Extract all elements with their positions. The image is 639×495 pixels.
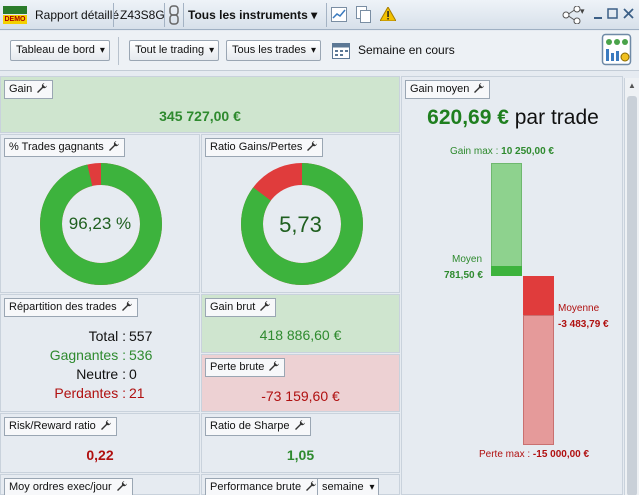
gross-perf-period-dropdown[interactable]: semaine ▾ [317,478,379,495]
avg-loss-bar [523,276,554,315]
win-trades-win-slice [40,163,162,285]
scrollbar-thumb[interactable] [627,96,637,495]
dashboard-dropdown[interactable]: Tableau de bord [10,40,110,61]
ratio-gl-title[interactable]: Ratio Gains/Pertes [205,138,324,157]
wrench-icon[interactable] [305,480,317,492]
sharpe-panel: Ratio de Sharpe 1,05 [201,413,400,473]
gross-gain-title[interactable]: Gain brut [205,298,277,317]
avg-win-label: Moyen [452,254,483,265]
win-trades-donut [40,163,162,285]
toolbar: Tableau de bord Tout le trading Tous les… [0,31,639,71]
avg-gain-headline: 620,69 € par trade [402,106,624,130]
warning-icon[interactable] [380,7,396,21]
demo-badge-icon: DEMO [3,6,27,24]
copy-document-icon[interactable] [356,6,372,23]
wrench-icon[interactable] [268,360,280,372]
avg-win-value: 781,50 € [444,270,483,281]
wrench-icon[interactable] [473,82,485,94]
wrench-icon[interactable] [108,140,120,152]
ratio-gl-donut [241,163,363,285]
avg-gain-headline-suffix: par trade [508,106,599,129]
chart-window-icon[interactable] [331,7,347,22]
avg-win-bar [491,266,522,276]
avg-gain-title[interactable]: Gain moyen [405,80,491,99]
wrench-icon[interactable] [306,140,318,152]
trades-dropdown[interactable]: Tous les trades [226,40,321,61]
share-chevron-icon[interactable]: ▾ [580,6,585,16]
loss-max-label: Perte max : -15 000,00 € [479,449,590,460]
gain-max-bar [491,163,522,276]
report-title: Rapport détaillé [35,8,120,22]
loss-max-bar [523,315,554,445]
gross-gain-value: 418 886,60 € [259,327,342,343]
scroll-up-icon[interactable]: ▲ [628,81,636,90]
sharpe-title[interactable]: Ratio de Sharpe [205,417,311,436]
ratio-gl-value: 5,73 [279,212,322,237]
title-bar: DEMO Rapport détaillé Z43S8G Tous les in… [0,0,639,30]
avg-gain-panel: Gain moyen 620,69 € par trade Gain max :… [401,76,623,495]
avg-orders-panel: Moy ordres exec/jour [0,474,200,495]
win-trades-title[interactable]: % Trades gagnants [4,138,125,157]
avg-loss-label: Moyenne [558,303,600,314]
distribution-title[interactable]: Répartition des trades [4,298,138,317]
avg-loss-value: -3 483,79 € [558,319,609,330]
gain-max-label: Gain max : 10 250,00 € [450,146,554,157]
link-chain-icon[interactable] [168,5,180,25]
avg-orders-title[interactable]: Moy ordres exec/jour [4,478,133,495]
share-icon[interactable] [562,6,582,24]
ratio-gl-gain-slice [241,163,363,285]
risk-reward-title[interactable]: Risk/Reward ratio [4,417,117,436]
wrench-icon[interactable] [121,300,133,312]
account-id[interactable]: Z43S8G [120,8,165,22]
calendar-icon[interactable] [332,41,352,61]
risk-reward-value: 0,22 [86,447,114,463]
minimize-icon[interactable] [593,10,603,20]
gross-perf-panel: Performance brute semaine ▾ [201,474,400,495]
vertical-scrollbar[interactable]: ▲ [624,78,639,495]
ratio-gl-panel: Ratio Gains/Pertes 5,73 [201,134,400,293]
gross-perf-title[interactable]: Performance brute [205,478,323,495]
risk-reward-panel: Risk/Reward ratio 0,22 [0,413,200,473]
trading-dropdown[interactable]: Tout le trading [129,40,220,61]
wrench-icon[interactable] [100,419,112,431]
gross-loss-title[interactable]: Perte brute [205,358,286,377]
win-trades-panel: % Trades gagnants 96,23 % [0,134,200,293]
gain-value: 345 727,00 € [159,108,241,124]
gain-panel: Gain 345 727,00 € [0,76,400,133]
demo-label: DEMO [3,15,27,24]
wrench-icon[interactable] [294,419,306,431]
gross-loss-value: -73 159,60 € [261,388,340,404]
close-icon[interactable] [623,8,634,19]
gross-gain-panel: Gain brut 418 886,60 € [201,294,400,353]
distribution-panel: Répartition des trades Total :557 Gagnan… [0,294,200,412]
period-label[interactable]: Semaine en cours [358,43,455,57]
wrench-icon[interactable] [36,82,48,94]
wrench-icon[interactable] [259,300,271,312]
win-trades-value: 96,23 % [68,214,132,233]
gross-loss-panel: Perte brute -73 159,60 € [201,354,400,412]
dashboard-settings-icon[interactable] [601,33,633,67]
gain-title[interactable]: Gain [4,80,54,99]
instruments-dropdown[interactable]: Tous les instruments ▾ [188,8,318,22]
wrench-icon[interactable] [116,480,128,492]
maximize-icon[interactable] [607,8,618,19]
sharpe-value: 1,05 [286,447,315,463]
avg-gain-headline-value: 620,69 € [427,106,509,129]
